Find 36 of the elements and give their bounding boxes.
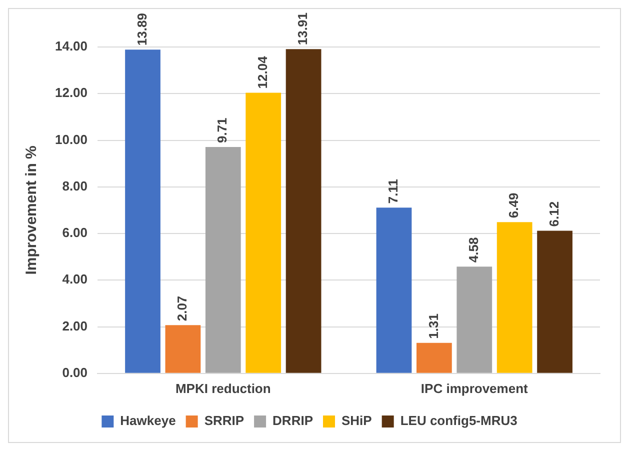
legend-label: SRRIP [204, 413, 244, 428]
y-tick-label: 8.00 [62, 178, 88, 194]
bar [456, 266, 492, 373]
bar [205, 147, 241, 373]
y-tick-label: 14.00 [54, 38, 88, 54]
y-tick-label: 0.00 [62, 364, 88, 380]
x-tick-label: IPC improvement [420, 380, 529, 396]
data-label: 2.07 [174, 296, 190, 322]
data-label: 13.89 [134, 13, 150, 46]
data-label: 9.71 [214, 118, 230, 144]
bar [416, 342, 452, 373]
bar [246, 92, 282, 373]
bar [496, 222, 532, 373]
bar [537, 230, 572, 373]
data-label: 4.58 [466, 237, 481, 263]
legend-label: DRRIP [272, 413, 314, 428]
y-axis-title: Improvement in % [23, 146, 40, 275]
y-tick-label: 6.00 [62, 225, 88, 240]
legend-label: LEU config5-MRU3 [400, 413, 518, 428]
data-label: 7.11 [386, 179, 401, 204]
bar [286, 49, 322, 373]
y-tick-label: 10.00 [54, 132, 88, 147]
y-tick-label: 12.00 [54, 85, 88, 100]
data-label: 12.04 [254, 55, 270, 89]
data-label: 6.49 [506, 192, 522, 218]
y-tick-label: 2.00 [62, 318, 88, 334]
bar [165, 325, 201, 373]
x-tick-label: MPKI reduction [175, 380, 271, 396]
bar [376, 208, 412, 373]
data-label: 1.31 [426, 314, 441, 339]
y-tick-label: 4.00 [62, 272, 88, 287]
legend-label: SHiP [341, 413, 372, 428]
bar [125, 50, 160, 373]
data-label: 6.12 [546, 201, 562, 227]
legend-label: Hawkeye [120, 413, 176, 428]
data-label: 13.91 [295, 12, 310, 46]
